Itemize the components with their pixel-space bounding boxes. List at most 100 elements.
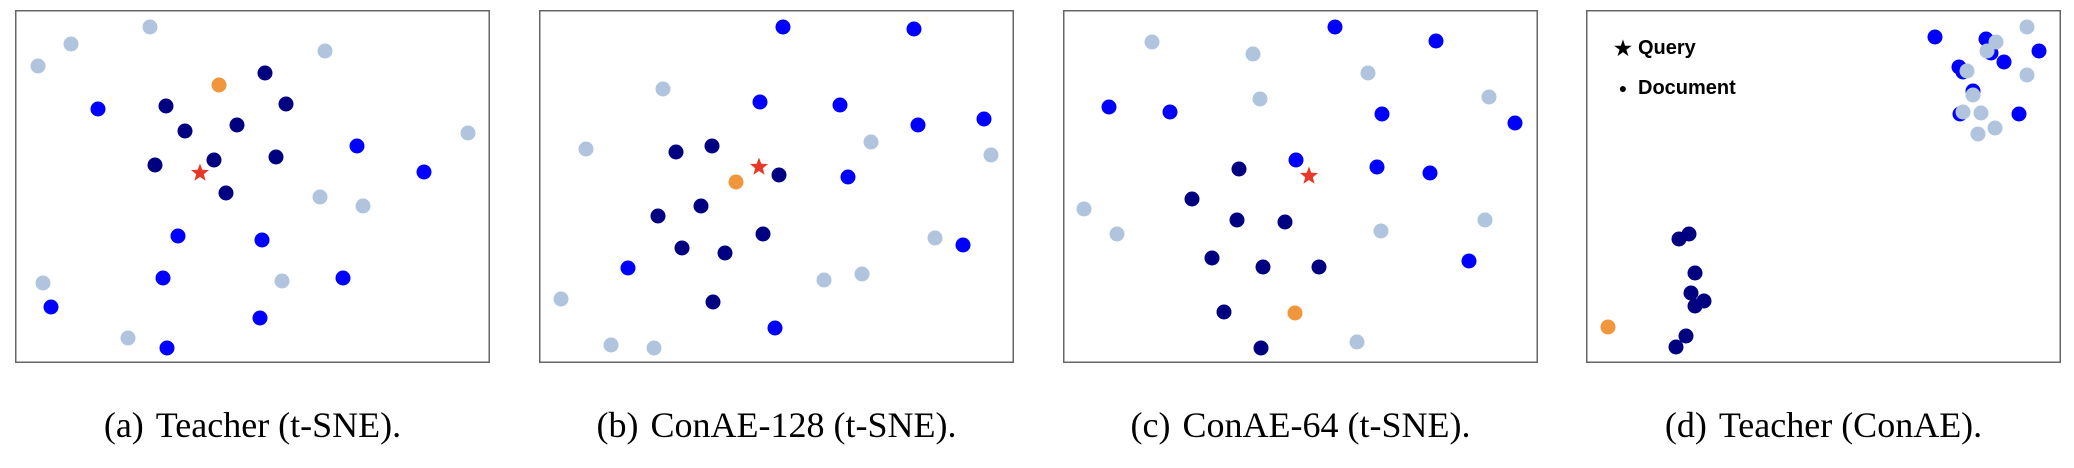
- document-point-light: [1109, 226, 1125, 242]
- document-point-light: [274, 273, 290, 289]
- document-point-light: [1481, 89, 1497, 105]
- document-point-navy: [674, 240, 690, 256]
- document-point-navy: [158, 98, 174, 114]
- document-point-navy: [268, 149, 284, 165]
- legend-item-document: ● Document: [1612, 68, 1736, 108]
- document-point-light: [1076, 201, 1092, 217]
- document-point-light: [927, 230, 943, 246]
- document-point-light: [1987, 120, 2003, 136]
- document-point-navy: [1216, 304, 1232, 320]
- document-point-blue: [1101, 99, 1117, 115]
- document-point-light: [1360, 65, 1376, 81]
- document-point-light: [578, 141, 594, 157]
- document-point-blue: [620, 260, 636, 276]
- document-point-navy: [717, 245, 733, 261]
- document-point-blue: [2031, 43, 2047, 59]
- scatter-plot-c: [1063, 10, 1538, 363]
- plot-frame: [1063, 10, 1538, 363]
- document-point-navy: [693, 198, 709, 214]
- document-point-orange: [211, 77, 227, 93]
- document-point-navy: [1255, 259, 1271, 275]
- caption-text: ConAE-128 (t-SNE).: [650, 405, 957, 445]
- legend-label-query: Query: [1638, 36, 1696, 59]
- document-point-light: [1979, 43, 1995, 59]
- document-point-navy: [1184, 191, 1200, 207]
- document-point-light: [1959, 63, 1975, 79]
- document-point-light: [1252, 91, 1268, 107]
- document-point-light: [854, 266, 870, 282]
- panel-a-teacher-tsne: [15, 10, 490, 363]
- document-point-blue: [1288, 152, 1304, 168]
- document-point-light: [1144, 34, 1160, 50]
- caption-d: (d) Teacher (ConAE).: [1586, 400, 2061, 450]
- document-point-blue: [1461, 253, 1477, 269]
- document-point-blue: [1927, 29, 1943, 45]
- plot-frame: [539, 10, 1014, 363]
- document-point-light: [1973, 105, 1989, 121]
- document-point-light: [30, 58, 46, 74]
- document-point-navy: [771, 167, 787, 183]
- document-point-navy: [755, 226, 771, 242]
- caption-tag: (b): [596, 405, 639, 445]
- document-point-blue: [170, 228, 186, 244]
- document-point-blue: [840, 169, 856, 185]
- document-point-light: [142, 19, 158, 35]
- scatter-plot-a: [15, 10, 490, 363]
- document-point-light: [1245, 46, 1261, 62]
- document-point-light: [2019, 19, 2035, 35]
- document-point-light: [1970, 126, 1986, 142]
- document-point-light: [355, 198, 371, 214]
- panel-c-conae64-tsne: [1063, 10, 1538, 363]
- document-point-blue: [1162, 104, 1178, 120]
- document-point-blue: [976, 111, 992, 127]
- document-point-blue: [832, 97, 848, 113]
- document-point-light: [553, 291, 569, 307]
- document-point-blue: [159, 340, 175, 356]
- document-point-navy: [1229, 212, 1245, 228]
- plot-frame: [15, 10, 490, 363]
- plot-frame: [1586, 10, 2061, 363]
- document-point-navy: [218, 185, 234, 201]
- document-point-navy: [206, 152, 222, 168]
- document-point-blue: [1327, 19, 1343, 35]
- document-point-orange: [728, 174, 744, 190]
- document-point-navy: [229, 117, 245, 133]
- caption-text: Teacher (ConAE).: [1718, 405, 1983, 445]
- dot-icon: ●: [1618, 80, 1628, 96]
- document-point-light: [863, 134, 879, 150]
- document-point-blue: [1369, 159, 1385, 175]
- document-point-light: [460, 125, 476, 141]
- document-point-blue: [767, 320, 783, 336]
- document-point-light: [983, 147, 999, 163]
- legend-label-document: Document: [1638, 76, 1736, 99]
- caption-text: Teacher (t-SNE).: [155, 405, 402, 445]
- document-point-light: [35, 275, 51, 291]
- document-point-light: [1373, 223, 1389, 239]
- document-point-navy: [704, 138, 720, 154]
- document-point-blue: [1507, 115, 1523, 131]
- document-point-navy: [147, 157, 163, 173]
- document-point-orange: [1600, 319, 1616, 335]
- legend-item-query: ★ Query: [1612, 28, 1736, 68]
- caption-text: ConAE-64 (t-SNE).: [1182, 405, 1471, 445]
- document-point-blue: [752, 94, 768, 110]
- document-point-navy: [1311, 259, 1327, 275]
- document-point-blue: [775, 19, 791, 35]
- document-point-navy: [1678, 328, 1694, 344]
- document-point-navy: [668, 144, 684, 160]
- star-icon: ★: [1614, 37, 1632, 60]
- document-point-light: [63, 36, 79, 52]
- scatter-plot-d: [1586, 10, 2061, 363]
- document-point-blue: [335, 270, 351, 286]
- document-point-light: [816, 272, 832, 288]
- document-point-light: [312, 189, 328, 205]
- document-point-blue: [349, 138, 365, 154]
- document-point-blue: [416, 164, 432, 180]
- legend: ★ Query ● Document: [1612, 28, 1736, 108]
- document-point-light: [317, 43, 333, 59]
- document-point-blue: [2011, 106, 2027, 122]
- caption-a: (a) Teacher (t-SNE).: [15, 400, 490, 450]
- document-point-navy: [1231, 161, 1247, 177]
- document-point-light: [1349, 334, 1365, 350]
- document-point-blue: [1428, 33, 1444, 49]
